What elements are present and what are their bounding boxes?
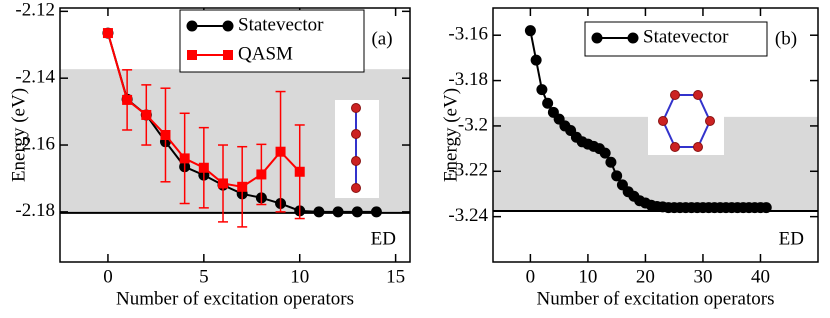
- plot-frame: [59, 7, 411, 263]
- x-tick-label: 15: [386, 266, 405, 287]
- data-point: [294, 166, 305, 177]
- legend-marker: [222, 20, 234, 32]
- y-tick-label: -3.22: [448, 160, 488, 181]
- inset-atom: [705, 116, 715, 126]
- data-point: [122, 94, 133, 105]
- y-tick-label: -3.18: [448, 69, 488, 90]
- data-point: [599, 147, 611, 159]
- panel-label: (a): [371, 28, 392, 49]
- legend-box: [179, 9, 365, 73]
- inset-atom: [670, 142, 680, 152]
- data-point: [179, 153, 190, 164]
- y-tick-label: -2.18: [15, 200, 55, 221]
- legend-marker: [591, 32, 603, 44]
- data-point: [102, 28, 113, 39]
- inset-atom: [670, 90, 680, 100]
- data-point: [160, 130, 171, 140]
- legend-marker: [223, 50, 233, 60]
- plot-frame: [492, 7, 819, 263]
- y-tick-label: -3.24: [448, 205, 488, 226]
- data-point: [524, 25, 536, 37]
- data-point: [256, 169, 267, 180]
- inset-atom: [693, 90, 703, 100]
- x-tick-label: 0: [103, 266, 113, 287]
- y-tick-label: -2.16: [15, 133, 55, 154]
- data-point: [313, 206, 325, 218]
- data-point: [370, 206, 382, 218]
- x-axis-label: Number of excitation operators: [116, 288, 354, 309]
- x-tick-label: 20: [636, 266, 655, 287]
- x-tick-label: 30: [693, 266, 712, 287]
- inset-atom: [351, 183, 361, 193]
- legend-marker: [627, 32, 639, 44]
- data-point: [218, 178, 229, 189]
- data-point: [605, 156, 617, 168]
- reference-label: ED: [371, 228, 396, 249]
- x-axis-label: Number of excitation operators: [537, 288, 775, 309]
- y-tick-label: -2.14: [15, 67, 55, 88]
- inset-atom: [351, 129, 361, 139]
- x-tick-label: 40: [751, 266, 770, 287]
- y-tick-label: -3.16: [448, 24, 488, 45]
- y-axis-label: Energy (eV): [8, 88, 29, 182]
- y-tick-label: -3.2: [458, 114, 488, 135]
- y-axis-label: Energy (eV): [440, 88, 461, 182]
- legend-label: Statevector: [238, 14, 324, 35]
- data-point: [760, 202, 772, 214]
- data-point: [530, 54, 542, 66]
- data-point: [611, 170, 623, 182]
- x-tick-label: 10: [290, 266, 309, 287]
- inset-atom: [658, 116, 668, 126]
- data-point: [351, 206, 363, 218]
- panel-label: (b): [775, 28, 797, 49]
- reference-label: ED: [779, 228, 804, 249]
- y-tick-label: -2.12: [15, 0, 55, 21]
- data-point: [198, 162, 209, 173]
- legend-box: [584, 21, 768, 57]
- data-point: [141, 109, 152, 120]
- inset-atom: [351, 103, 361, 113]
- data-point: [332, 206, 344, 218]
- data-point: [536, 84, 548, 96]
- legend-marker: [187, 50, 197, 60]
- x-tick-label: 10: [578, 266, 597, 287]
- legend-label: QASM: [238, 43, 293, 64]
- legend-label: Statevector: [643, 26, 729, 47]
- x-tick-label: 5: [199, 266, 209, 287]
- data-point: [542, 97, 554, 109]
- data-point: [237, 181, 248, 192]
- data-point: [275, 146, 286, 157]
- x-tick-label: 0: [526, 266, 536, 287]
- inset-atom: [351, 156, 361, 166]
- legend-marker: [186, 20, 198, 32]
- inset-atom: [693, 142, 703, 152]
